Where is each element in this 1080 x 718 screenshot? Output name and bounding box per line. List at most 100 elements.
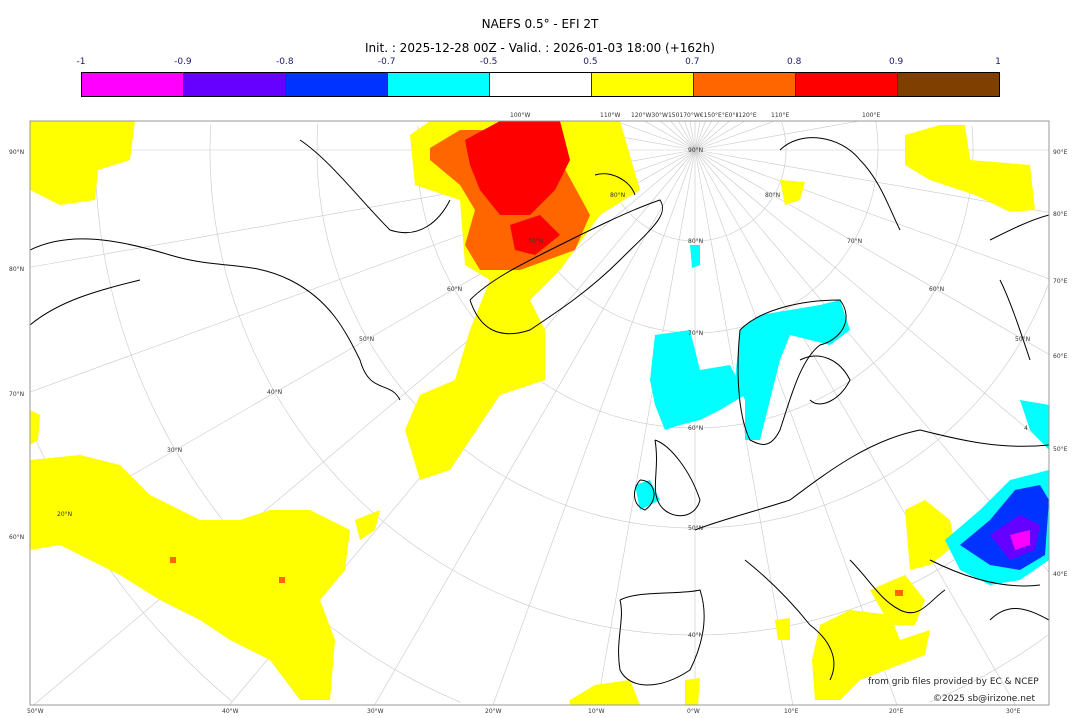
copyright: ©2025 sb@irizone.net	[933, 694, 1035, 704]
top-axis-label: 120°W30°W150170°W€150°E°E0°Ⅱ120°E	[631, 112, 757, 119]
right-axis-label: 70°E	[1053, 278, 1068, 285]
latitude-label: 80°N	[610, 192, 626, 199]
meridian-line	[694, 121, 746, 151]
latitude-circle	[94, 129, 461, 703]
latitude-circle	[209, 124, 696, 636]
colorbar-label: 1	[995, 57, 1001, 67]
meridian-line	[660, 121, 696, 151]
meridian-line	[644, 121, 696, 151]
top-axis-label: 100°W	[510, 112, 531, 119]
meridian-line	[670, 121, 696, 151]
meridian-line	[694, 149, 1016, 705]
colorbar	[81, 72, 1000, 97]
latitude-circle	[695, 121, 787, 242]
meridian-line	[694, 149, 794, 705]
meridian-line	[677, 121, 696, 151]
meridian-line	[694, 121, 720, 151]
latitude-label: 70°N	[688, 330, 704, 337]
left-axis-label: 90°N	[9, 149, 25, 156]
colorbar-label: 0.8	[787, 57, 802, 67]
colorbar-segment	[694, 73, 796, 96]
meridian-line	[694, 149, 1049, 448]
latitude-circle	[929, 635, 1048, 703]
bottom-axis-label: 40°W	[222, 708, 239, 715]
bottom-axis-label: 20°E	[889, 708, 904, 715]
latitude-circle	[695, 125, 974, 429]
bottom-axis-label: 20°W	[485, 708, 502, 715]
right-axis-label: 80°E	[1053, 211, 1068, 218]
meridian-line	[694, 121, 701, 151]
colorbar-segment	[388, 73, 490, 96]
latitude-label: 50°N	[359, 336, 375, 343]
meridian-line	[694, 149, 1049, 280]
meridian-line	[694, 121, 713, 151]
latitude-label: 50°N	[688, 525, 704, 532]
meridian-line	[694, 121, 730, 151]
meridian-line	[33, 149, 696, 705]
meridian-line	[689, 121, 696, 151]
meridian-line	[615, 121, 696, 151]
latitude-label: 50°N	[1015, 336, 1031, 343]
colorbar-label: -0.9	[174, 57, 192, 67]
colorbar-label: -0.8	[275, 57, 294, 67]
bottom-axis-label: 10°E	[784, 708, 799, 715]
efi-strong-areas	[170, 121, 903, 596]
latitude-circle	[694, 285, 1049, 529]
right-axis-label: 40°E	[1053, 571, 1068, 578]
latitude-label: 20°N	[57, 511, 73, 518]
latitude-label: 60°N	[447, 286, 463, 293]
colorbar-label: -0.5	[479, 57, 498, 67]
left-axis-label: 80°N	[9, 266, 25, 273]
colorbar-segment	[286, 73, 388, 96]
right-axis-label: 90°E	[1053, 149, 1068, 156]
colorbar-segment	[898, 73, 999, 96]
latitude-label: 80°N	[765, 192, 781, 199]
meridian-line	[596, 149, 696, 705]
colorbar-segment	[490, 73, 592, 96]
latitude-label: 70°N	[528, 238, 544, 245]
right-axis-label: 50°E	[1053, 446, 1068, 453]
latitude-label: 70°N	[847, 238, 863, 245]
meridian-line	[684, 121, 696, 151]
meridian-line	[694, 121, 775, 151]
colorbar-label: 0.5	[583, 57, 598, 67]
colorbar-segment	[592, 73, 694, 96]
meridian-line	[374, 149, 696, 705]
meridian-line	[492, 149, 696, 705]
top-axis-label: 110°E	[771, 112, 790, 119]
colorbar-label: -0.7	[377, 57, 396, 67]
latitude-label: 40°N	[267, 389, 283, 396]
bottom-axis-label: 10°W	[588, 708, 605, 715]
latitude-label: 60°N	[929, 286, 945, 293]
chart-title: NAEFS 0.5° - EFI 2T	[481, 17, 599, 31]
latitude-label: 60°N	[688, 425, 704, 432]
bottom-axis-label: 30°E	[1006, 708, 1021, 715]
latitude-label: 90°N	[688, 147, 704, 154]
meridian-line	[694, 149, 1049, 355]
top-axis-label: 100°E	[862, 112, 881, 119]
left-axis-label: 70°N	[9, 391, 25, 398]
left-axis-label: 60°N	[9, 534, 25, 541]
colorbar-label: 0.7	[685, 57, 700, 67]
top-axis-label: 110°W	[600, 112, 621, 119]
bottom-axis-label: 30°W	[367, 708, 384, 715]
colorbar-segment	[184, 73, 286, 96]
map-frame	[29, 120, 1050, 706]
latitude-circle	[695, 121, 879, 334]
latitude-label: 80°N	[688, 238, 704, 245]
coastlines	[30, 137, 1049, 686]
latitude-label: 4	[1024, 425, 1028, 432]
latitude-label: 30°N	[167, 447, 183, 454]
bottom-axis-label: 50°W	[27, 708, 44, 715]
bottom-axis-label: 0°W	[687, 708, 700, 715]
right-axis-label: 60°E	[1053, 353, 1068, 360]
colorbar-segment	[82, 73, 184, 96]
colorbar-label: -1	[76, 57, 86, 67]
colorbar-label: 0.9	[888, 57, 904, 67]
source-credit: from grib files provided by EC & NCEP	[868, 677, 1039, 687]
chart-subtitle: Init. : 2025-12-28 00Z - Valid. : 2026-0…	[365, 41, 715, 55]
efi-negative-areas	[635, 245, 1049, 585]
meridian-line	[694, 121, 706, 151]
latitude-label: 40°N	[688, 632, 704, 639]
